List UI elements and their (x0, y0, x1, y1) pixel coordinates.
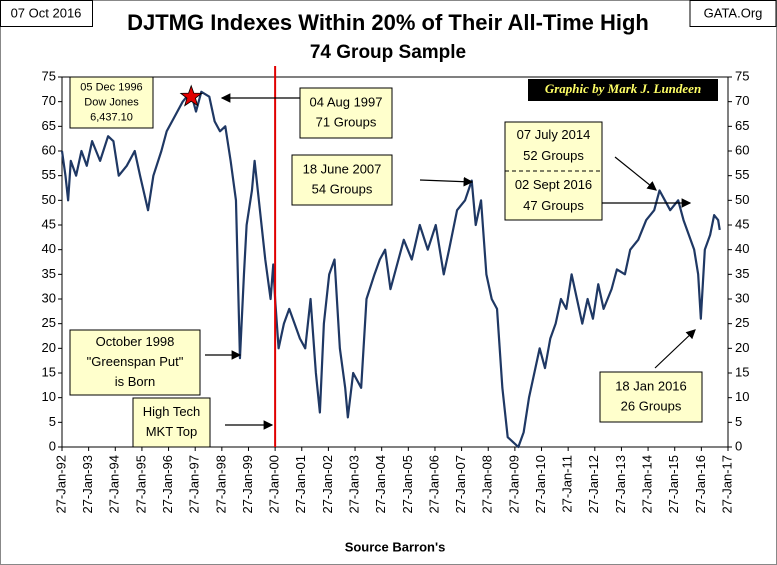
annotation-text: 18 Jan 2016 (615, 378, 687, 393)
y2-tick-label: 15 (735, 364, 749, 379)
annotation-arrow (654, 329, 696, 369)
x-tick-label: 27-Jan-00 (267, 455, 282, 514)
site-box (689, 0, 777, 27)
annotation-text: High Tech (143, 404, 201, 419)
date-stamp: 07 Oct 2016 (11, 5, 82, 20)
x-tick-label: 27-Jan-96 (160, 455, 175, 514)
data-line (60, 90, 721, 449)
annotation-text: October 1998 (96, 334, 175, 349)
y2-tick-label: 20 (735, 340, 749, 355)
y2-tick-label: 5 (735, 414, 742, 429)
source-site: GATA.Org (704, 5, 763, 20)
annotation-text: 26 Groups (621, 398, 682, 413)
star-marker (179, 84, 203, 107)
x-tick-label: 27-Jan-95 (133, 455, 148, 514)
chart-title: DJTMG Indexes Within 20% of Their All-Ti… (127, 10, 649, 35)
annotation-text: 18 June 2007 (303, 161, 382, 176)
x-tick-label: 27-Jan-09 (506, 455, 521, 514)
annotation-text: 71 Groups (316, 114, 377, 129)
x-tick-label: 27-Jan-16 (693, 455, 708, 514)
annotation-text: "Greenspan Put" (87, 354, 184, 369)
x-axis-label: Source Barron's (345, 539, 446, 554)
y-tick-label: 55 (42, 167, 56, 182)
annotation-box (69, 76, 154, 129)
x-tick-label: 27-Jan-13 (613, 455, 628, 514)
annotation-box (291, 154, 393, 206)
y-tick-label: 35 (42, 266, 56, 281)
annotation-text: Dow Jones (84, 96, 139, 108)
x-tick-label: 27-Jan-14 (640, 455, 655, 514)
annotation-arrow (614, 156, 657, 191)
annotation-text: 04 Aug 1997 (309, 94, 382, 109)
credit-box (528, 79, 718, 101)
annotation-box (599, 371, 703, 423)
y2-tick-label: 55 (735, 167, 749, 182)
y-tick-label: 60 (42, 142, 56, 157)
x-tick-label: 27-Jan-01 (293, 455, 308, 514)
annotation-text: 52 Groups (523, 148, 584, 163)
annotation-text: 02 Sept 2016 (515, 177, 592, 192)
annotation-box (132, 397, 211, 448)
y2-tick-label: 60 (735, 142, 749, 157)
y-tick-label: 65 (42, 118, 56, 133)
x-tick-label: 27-Jan-08 (480, 455, 495, 514)
annotation-text: 54 Groups (312, 181, 373, 196)
y-tick-label: 75 (42, 68, 56, 83)
annotation-text: 05 Dec 1996 (80, 81, 142, 93)
y2-tick-label: 50 (735, 192, 749, 207)
annotation-text: 6,437.10 (90, 111, 133, 123)
annotation-text: 07 July 2014 (517, 127, 591, 142)
x-tick-label: 27-Jan-92 (53, 455, 68, 514)
y-tick-label: 10 (42, 389, 56, 404)
y2-tick-label: 65 (735, 118, 749, 133)
x-tick-label: 27-Jan-15 (666, 455, 681, 514)
x-tick-label: 27-Jan-06 (426, 455, 441, 514)
y2-tick-label: 35 (735, 266, 749, 281)
y-tick-label: 45 (42, 216, 56, 231)
y-tick-label: 50 (42, 192, 56, 207)
y-tick-label: 20 (42, 340, 56, 355)
y2-tick-label: 30 (735, 290, 749, 305)
x-tick-label: 27-Jan-12 (586, 455, 601, 514)
y-tick-label: 5 (49, 414, 56, 429)
annotation-box (299, 87, 393, 139)
x-tick-label: 27-Jan-99 (240, 455, 255, 514)
credit: Graphic by Mark J. Lundeen (545, 81, 701, 96)
annotation-text: is Born (115, 374, 155, 389)
annotation-text: 47 Groups (523, 198, 584, 213)
chart-subtitle: 74 Group Sample (310, 42, 466, 63)
x-tick-label: 27-Jan-02 (320, 455, 335, 514)
x-tick-label: 27-Jan-04 (373, 455, 388, 514)
y2-tick-label: 25 (735, 315, 749, 330)
y-tick-label: 30 (42, 290, 56, 305)
x-tick-label: 27-Jan-97 (187, 455, 202, 514)
x-tick-label: 27-Jan-10 (533, 455, 548, 514)
y2-tick-label: 0 (735, 438, 742, 453)
y2-tick-label: 75 (735, 68, 749, 83)
y-tick-label: 40 (42, 241, 56, 256)
y-tick-label: 15 (42, 364, 56, 379)
x-tick-label: 27-Jan-05 (400, 455, 415, 514)
y-tick-label: 25 (42, 315, 56, 330)
x-tick-label: 27-Jan-03 (346, 455, 361, 514)
annotation-text: MKT Top (146, 424, 198, 439)
date-box (0, 0, 93, 27)
y2-tick-label: 10 (735, 389, 749, 404)
x-tick-label: 27-Jan-93 (80, 455, 95, 514)
x-tick-label: 27-Jan-07 (453, 455, 468, 514)
y2-tick-label: 45 (735, 216, 749, 231)
y-tick-label: 70 (42, 93, 56, 108)
x-tick-label: 27-Jan-11 (560, 455, 575, 513)
x-tick-label: 27-Jan-94 (107, 455, 122, 514)
annotation-box (69, 329, 201, 396)
annotation-arrow (419, 176, 474, 187)
y-tick-label: 0 (49, 438, 56, 453)
y2-tick-label: 70 (735, 93, 749, 108)
x-tick-label: 27-Jan-98 (213, 455, 228, 514)
y2-tick-label: 40 (735, 241, 749, 256)
x-tick-label: 27-Jan-17 (719, 455, 734, 514)
